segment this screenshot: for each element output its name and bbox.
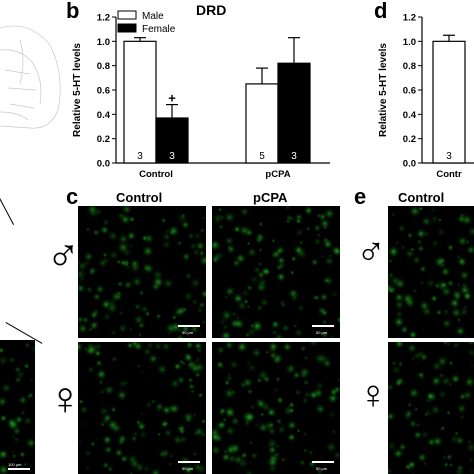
y-tick-label: 0.8 [97,61,110,72]
column-label-control-e: Control [398,190,445,205]
female-symbol: ♀ [358,373,388,417]
sample-size-label: 3 [169,151,175,162]
y-tick-label: 0.0 [97,159,110,170]
bar-male-control [123,40,157,164]
column-label-pcpa: pCPA [253,190,288,205]
bar-female-control [155,117,189,164]
sample-size-label: 3 [446,151,452,162]
y-tick-label: 1.0 [403,37,416,48]
micrograph-e-male [388,206,474,338]
y-tick-label: 1.2 [403,13,416,24]
y-tick-label: 0.6 [97,86,110,97]
micrograph-control-male: 50 μm [78,206,206,338]
y-tick-label: 0.0 [403,159,416,170]
panel-letter-c: c [66,184,79,209]
scale-bar [312,461,334,463]
scale-bar [312,325,334,327]
brain-atlas-sketch [0,25,61,129]
legend-swatch-male [117,10,137,20]
column-label-control: Control [116,190,163,205]
panel-letter-b: b [66,0,80,23]
y-tick-label: 0.2 [403,134,416,145]
x-tick-label: pCPA [265,169,290,180]
scale-bar [8,468,30,470]
panel-letter-e: e [354,184,367,209]
chart-title: DRD [196,2,227,18]
legend-label-female: Female [142,24,176,35]
scale-bar [178,461,200,463]
scale-label: 50 μm [182,466,194,471]
male-symbol: ♂ [356,230,386,274]
sample-size-label: 5 [259,151,265,162]
male-symbol: ♂ [46,229,81,281]
micrograph-e-female [388,342,474,474]
y-tick-label: 0.4 [403,110,417,121]
scale-bar [178,325,200,327]
bar-female-pcpa [277,62,311,164]
chart-d: Relative 5-HT levels 0.0 0.2 0.4 0.6 0.8 1.0 1.… [378,13,474,180]
legend-swatch-female [117,23,137,33]
scale-label: 50 μm [316,466,328,471]
scale-label: 50 μm [182,330,194,335]
y-axis-label: Relative 5-HT levels [378,43,389,137]
micrograph-pcpa-male: 50 μm [212,206,340,338]
y-tick-label: 1.2 [97,13,110,24]
x-tick-label: Contr [436,169,462,180]
x-tick-label: Control [139,169,173,180]
female-symbol: ♀ [48,372,83,424]
y-tick-label: 1.0 [97,37,110,48]
y-tick-label: 0.4 [97,110,111,121]
chart-b: Relative 5-HT levels 0.0 0.2 0.4 0.6 0.8 1.0 1.… [72,10,330,180]
scale-label: 100 μm [8,462,22,467]
y-tick-label: 0.2 [97,134,110,145]
panel-letter-d: d [374,0,388,23]
y-tick-label: 0.8 [403,61,416,72]
sample-size-label: 3 [291,151,297,162]
panel-a-line [0,198,15,225]
scale-label: 50 μm [316,330,328,335]
legend-label-male: Male [142,11,164,22]
significance-marker: + [168,91,176,106]
y-axis-label: Relative 5-HT levels [72,43,83,137]
sample-size-label: 3 [137,151,143,162]
y-tick-label: 0.6 [403,86,416,97]
micrograph-a: 100 μm [0,340,35,474]
micrograph-pcpa-female: 50 μm [212,342,340,474]
bar-series-control [432,40,466,164]
micrograph-control-female: 50 μm [78,342,206,474]
